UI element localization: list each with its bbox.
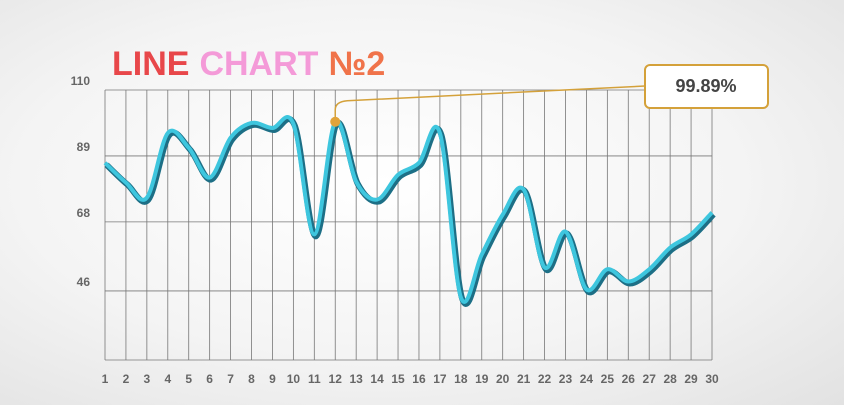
- x-tick-label: 9: [269, 372, 276, 386]
- x-tick-label: 2: [123, 372, 130, 386]
- y-tick-label: 46: [77, 275, 91, 289]
- x-tick-label: 25: [601, 372, 615, 386]
- x-tick-label: 13: [349, 372, 363, 386]
- title-part: №2: [328, 45, 385, 83]
- label-box: [644, 64, 769, 109]
- x-tick-label: 14: [370, 372, 384, 386]
- x-tick-label: 12: [329, 372, 343, 386]
- x-tick-label: 7: [227, 372, 234, 386]
- title-part: LINE: [112, 45, 189, 83]
- x-tick-label: 27: [643, 372, 657, 386]
- x-tick-label: 4: [164, 372, 171, 386]
- x-tick-label: 3: [144, 372, 151, 386]
- x-tick-label: 22: [538, 372, 552, 386]
- leader-line: [334, 85, 646, 122]
- line: [103, 115, 714, 304]
- title-part: CHART: [199, 45, 318, 83]
- x-tick-label: 20: [496, 372, 510, 386]
- y-tick-label: 68: [77, 206, 91, 220]
- value-label: 99.89%: [675, 76, 736, 96]
- x-tick-label: 5: [185, 372, 192, 386]
- x-tick-label: 18: [454, 372, 468, 386]
- line-shadow: [104, 116, 716, 307]
- x-tick-label: 29: [684, 372, 698, 386]
- y-tick-label: 110: [71, 74, 91, 88]
- x-tick-label: 19: [475, 372, 489, 386]
- x-tick-label: 11: [308, 372, 321, 386]
- x-tick-label: 21: [517, 372, 531, 386]
- x-tick-label: 26: [622, 372, 636, 386]
- x-tick-label: 8: [248, 372, 255, 386]
- x-tick-label: 10: [287, 372, 301, 386]
- x-tick-label: 17: [433, 372, 447, 386]
- x-tick-label: 1: [102, 372, 109, 386]
- x-tick-label: 6: [206, 372, 213, 386]
- x-tick-label: 24: [580, 372, 594, 386]
- chart-title: LINE CHART №2: [112, 45, 385, 83]
- x-tick-label: 16: [412, 372, 426, 386]
- point-marker: [330, 116, 341, 127]
- y-tick-label: 89: [77, 140, 91, 154]
- x-tick-label: 30: [705, 372, 719, 386]
- x-tick-label: 23: [559, 372, 573, 386]
- x-tick-label: 28: [663, 372, 677, 386]
- x-tick-label: 15: [391, 372, 405, 386]
